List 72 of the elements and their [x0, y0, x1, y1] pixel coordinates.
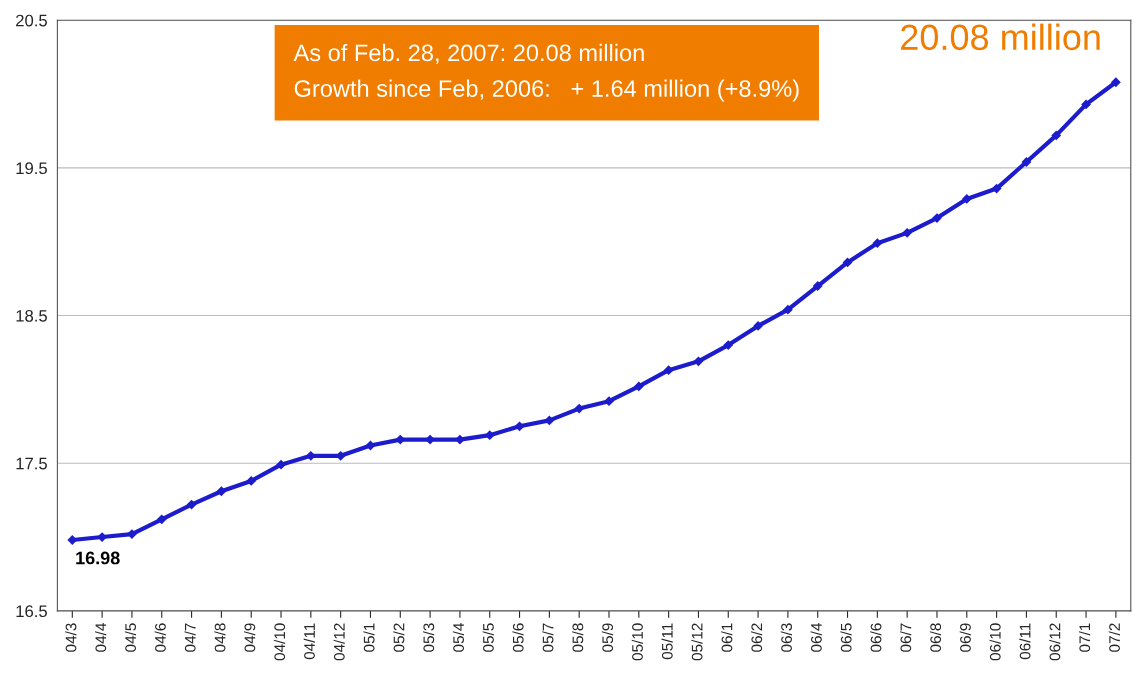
- point: [693, 356, 704, 367]
- point: [723, 340, 734, 350]
- x-tick-label: 06/5: [840, 623, 852, 652]
- point: [872, 238, 883, 249]
- x-tick-label: 05/1: [363, 623, 375, 652]
- point: [812, 281, 823, 291]
- y-tick-label: 16.5: [16, 605, 47, 618]
- x-tick-label: 06/3: [780, 623, 792, 652]
- point: [633, 381, 644, 392]
- point: [663, 365, 674, 376]
- x-tick-label: 04/3: [65, 623, 77, 652]
- x-tick-label: 05/4: [452, 623, 465, 652]
- point: [246, 476, 257, 486]
- x-tick-label: 04/11: [303, 623, 315, 660]
- x-tick-label: 04/12: [333, 623, 345, 661]
- y-tick-label: 19.5: [16, 162, 47, 175]
- annotation: Growth since Feb, 2006: + 1.64 million (+8.9%): [294, 79, 799, 102]
- y-tick-label: 18.5: [16, 309, 47, 322]
- x-tick-label: 04/6: [154, 623, 166, 652]
- x-tick-label: 06/8: [929, 623, 942, 652]
- x-tick-label: 07/2: [1108, 623, 1120, 652]
- x-tick-label: 06/9: [959, 623, 971, 652]
- annotation: As of Feb. 28, 2007: 20.08 million: [293, 43, 644, 65]
- x-tick-label: 04/4: [95, 623, 107, 652]
- point: [604, 396, 614, 407]
- point: [842, 257, 853, 268]
- x-tick-label: 04/10: [273, 623, 286, 661]
- point: [127, 529, 137, 539]
- x-tick-label: 04/5: [124, 623, 137, 652]
- x-tick-label: 06/6: [870, 623, 882, 652]
- point: [216, 486, 227, 497]
- x-tick-label: 06/2: [750, 623, 763, 652]
- point: [1081, 99, 1091, 110]
- x-tick-label: 05/7: [542, 623, 554, 652]
- x-tick-label: 05/12: [691, 623, 703, 661]
- point: [961, 194, 972, 204]
- point: [932, 213, 942, 224]
- data-label: 20.08 million: [901, 23, 1100, 51]
- x-tick-label: 05/2: [393, 623, 405, 652]
- x-tick-label: 05/3: [422, 623, 435, 652]
- y-tick-label: 17.5: [16, 457, 47, 470]
- point: [1021, 157, 1032, 167]
- point: [455, 434, 465, 445]
- point: [186, 499, 197, 510]
- point: [1110, 77, 1121, 88]
- x-tick-label: 07/1: [1078, 623, 1091, 652]
- point: [276, 459, 286, 470]
- point: [514, 421, 525, 432]
- point: [753, 320, 763, 331]
- x-tick-label: 04/7: [184, 623, 196, 652]
- x-tick-label: 06/12: [1049, 623, 1061, 661]
- x-tick-label: 04/9: [244, 623, 256, 652]
- x-tick-label: 04/8: [214, 623, 226, 652]
- x-tick-label: 05/10: [631, 623, 643, 661]
- point: [574, 403, 585, 414]
- x-tick-label: 05/9: [601, 623, 614, 652]
- point: [1051, 130, 1062, 141]
- x-tick-label: 05/5: [482, 623, 494, 652]
- point: [156, 514, 167, 525]
- x-tick-label: 05/8: [572, 623, 584, 652]
- point: [782, 304, 793, 315]
- x-tick-label: 06/11: [1019, 623, 1031, 660]
- x-tick-label: 06/4: [810, 623, 822, 652]
- x-tick-label: 06/10: [989, 623, 1001, 661]
- x-tick-label: 06/7: [900, 623, 912, 652]
- data-label: 16.98: [76, 551, 120, 565]
- x-tick-label: 05/6: [512, 623, 524, 652]
- y-tick-label: 20.5: [16, 14, 47, 27]
- point: [991, 183, 1002, 194]
- x-tick-label: 05/11: [661, 623, 673, 660]
- point: [902, 227, 913, 238]
- x-tick-label: 06/1: [721, 623, 733, 652]
